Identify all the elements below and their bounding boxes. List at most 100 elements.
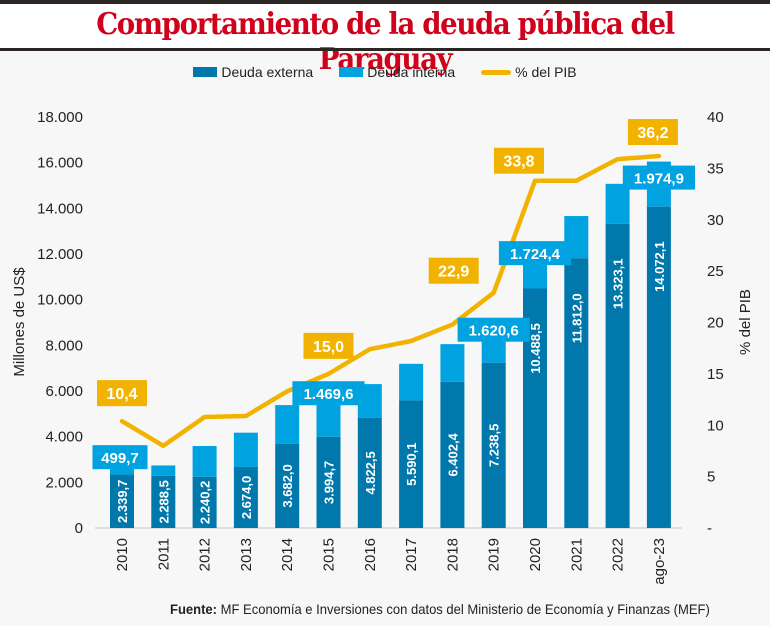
data-label-externa: 14.072,1 — [652, 241, 667, 292]
y-axis-right: - 5 10 15 20 25 30 35 40 — [707, 109, 724, 537]
data-label-pib: 10,4 — [106, 386, 137, 403]
data-label-externa: 11.812,0 — [569, 293, 584, 343]
data-label-externa: 13.323,1 — [611, 258, 626, 309]
bar-deuda-externa — [151, 475, 176, 528]
bar-deuda-externa — [564, 258, 589, 528]
title-rule — [0, 48, 770, 51]
x-tick-label: 2022 — [610, 538, 627, 571]
bar-deuda-interna — [192, 446, 217, 477]
y-tick-left: 16.000 — [37, 155, 83, 172]
bar-deuda-externa — [646, 206, 671, 528]
y-axis-left: 0 2.000 4.000 6.000 8.000 10.000 12.000 14.000 1… — [37, 109, 83, 537]
y-tick-right: 15 — [707, 366, 724, 383]
data-label-pib-box — [303, 332, 354, 359]
y-tick-right: 30 — [707, 212, 724, 229]
y-tick-right: 40 — [707, 109, 724, 126]
bar-deuda-externa — [440, 381, 465, 528]
top-rule — [0, 0, 770, 4]
data-label-externa: 2.288,5 — [156, 480, 171, 523]
data-label-interna-box — [457, 317, 530, 342]
legend-swatch-externa — [193, 67, 218, 77]
data-label-externa: 2.240,2 — [198, 481, 213, 524]
data-labels: 2.339,7 2.288,5 2.240,2 2.674,0 3.682,0 3.994… — [92, 119, 695, 524]
data-label-externa: 3.994,7 — [322, 461, 337, 504]
source-label: Fuente: — [170, 601, 218, 617]
legend-item-pib: % del PIB — [481, 64, 577, 80]
legend-swatch-pib — [481, 69, 512, 75]
bar-deuda-externa — [481, 362, 506, 528]
data-label-pib-box — [494, 147, 544, 174]
y-axis-title-right: % del PIB — [737, 289, 754, 355]
y-tick-right: 35 — [707, 160, 724, 177]
x-tick-label: ago-23 — [651, 538, 668, 585]
data-label-externa: 10.488,5 — [528, 323, 543, 374]
y-tick-left: 4.000 — [45, 429, 83, 446]
data-label-interna: 1.974,9 — [634, 171, 684, 188]
chart-title: Comportamiento de la deuda pública del P… — [96, 7, 675, 77]
bar-deuda-interna — [151, 465, 176, 476]
x-axis: 2010 2011 2012 2013 2014 2015 2016 2017 2018 2019… — [114, 538, 668, 585]
y-tick-left: 10.000 — [37, 292, 83, 309]
data-label-externa: 2.339,7 — [115, 480, 130, 523]
x-tick-label: 2018 — [444, 538, 461, 571]
bar-deuda-externa — [233, 466, 258, 528]
data-label-interna-box — [292, 381, 365, 406]
bar-deuda-interna — [316, 403, 341, 437]
data-label-externa: 7.238,5 — [487, 424, 502, 467]
x-tick-label: 2017 — [403, 538, 420, 571]
data-label-pib-box — [627, 119, 678, 146]
data-label-interna-box — [498, 241, 572, 266]
y-tick-left: 18.000 — [37, 109, 83, 126]
x-tick-label: 2010 — [114, 538, 131, 571]
y-tick-right: 10 — [707, 417, 724, 434]
title-band: Comportamiento de la deuda pública del P… — [0, 4, 770, 77]
x-tick-label: 2012 — [197, 538, 214, 571]
bar-deuda-externa — [110, 474, 134, 528]
bar-deuda-externa — [357, 417, 382, 528]
data-label-interna-box — [92, 445, 148, 470]
x-tick-label: 2014 — [279, 538, 296, 571]
bar-deuda-interna — [605, 183, 630, 224]
data-label-interna-box — [622, 165, 695, 190]
legend-label-externa: Deuda externa — [221, 64, 314, 80]
bar-deuda-interna — [275, 405, 300, 444]
y-tick-left: 6.000 — [45, 383, 83, 400]
data-label-interna: 1.620,6 — [469, 323, 519, 340]
data-label-pib: 33,8 — [503, 154, 534, 171]
y-tick-right: - — [707, 520, 712, 537]
bar-deuda-interna — [440, 344, 465, 382]
legend-item-interna: Deuda interna — [339, 64, 455, 80]
y-tick-left: 12.000 — [37, 246, 83, 263]
bar-deuda-externa — [605, 223, 630, 528]
data-label-interna: 1.469,6 — [303, 386, 353, 403]
legend-label-pib: % del PIB — [515, 64, 577, 80]
x-tick-label: 2015 — [321, 538, 338, 571]
x-tick-label: 2016 — [362, 538, 379, 571]
x-tick-label: 2011 — [155, 538, 172, 570]
source-text: MF Economía e Inversiones con datos del … — [220, 601, 710, 617]
x-tick-label: 2020 — [527, 538, 544, 571]
bar-deuda-interna — [233, 432, 258, 467]
bar-deuda-externa — [399, 400, 424, 528]
bar-deuda-externa — [275, 443, 300, 528]
bar-deuda-interna — [399, 363, 424, 401]
data-label-externa: 3.682,0 — [280, 464, 295, 507]
data-label-interna: 1.724,4 — [510, 246, 561, 263]
data-label-pib: 36,2 — [637, 125, 668, 142]
legend: Deuda externa Deuda interna % del PIB — [0, 64, 770, 80]
x-tick-label: 2021 — [568, 538, 585, 571]
y-tick-right: 25 — [707, 263, 724, 280]
data-label-pib-box — [97, 380, 147, 407]
bar-deuda-externa — [192, 476, 217, 528]
legend-item-externa: Deuda externa — [193, 64, 313, 80]
data-label-externa: 5.590,1 — [404, 442, 419, 485]
y-axis-title-left: Millones de US$ — [11, 267, 28, 377]
x-tick-label: 2019 — [486, 538, 503, 571]
y-tick-left: 8.000 — [45, 337, 83, 354]
data-label-externa: 6.402,4 — [445, 432, 460, 476]
legend-label-interna: Deuda interna — [367, 64, 456, 80]
pib-line-group — [119, 153, 662, 449]
y-tick-right: 5 — [707, 469, 715, 486]
data-label-pib-box — [428, 257, 479, 284]
